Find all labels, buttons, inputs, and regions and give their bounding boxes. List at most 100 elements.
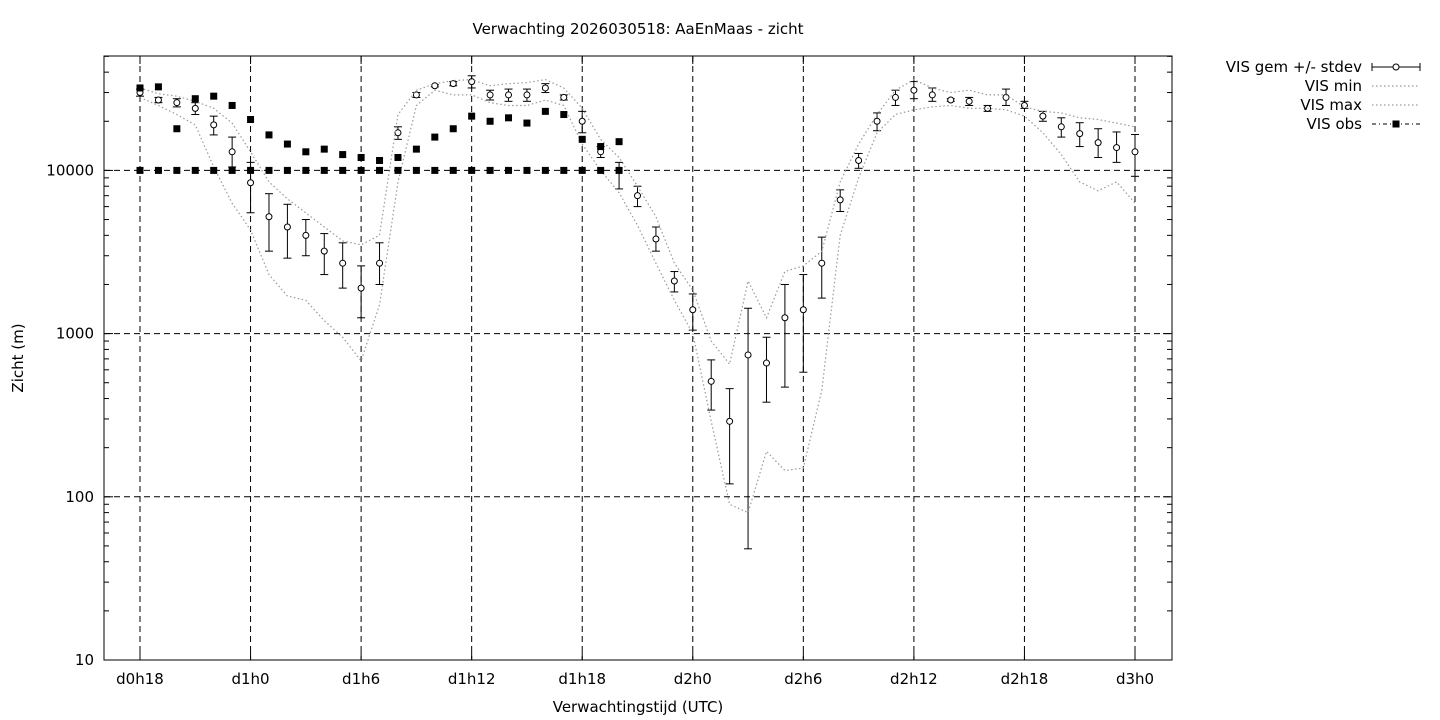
obs-point [578,135,586,143]
mean-point [449,80,457,88]
y-axis-label: Zicht (m) [9,323,27,392]
mean-point [302,231,310,239]
mean-point [855,156,863,164]
obs-point [247,166,255,174]
obs-point [339,151,347,159]
x-tick-label: d1h12 [448,670,496,688]
obs-point [357,166,365,174]
obs-point [468,166,476,174]
mean-point [173,99,181,107]
mean-point [1057,123,1065,131]
obs-point [560,166,568,174]
obs-point [541,166,549,174]
mean-point [210,121,218,129]
obs-point [247,116,255,124]
series-line-vis-max [139,78,1136,366]
obs-point [431,133,439,141]
mean-point [744,351,752,359]
mean-point [965,97,973,105]
mean-point [726,417,734,425]
mean-point [1020,101,1028,109]
mean-point [357,284,365,292]
mean-point [1039,112,1047,120]
obs-point [228,166,236,174]
obs-point [136,166,144,174]
mean-point [560,93,568,101]
obs-point [173,166,181,174]
obs-point [302,166,310,174]
mean-point [634,192,641,200]
obs-point [339,166,347,174]
obs-point [615,138,623,146]
mean-point [910,86,918,94]
legend-swatch-marker [1392,63,1400,71]
obs-point [210,92,218,100]
obs-point [541,107,549,115]
mean-point [1094,139,1102,147]
mean-point [191,104,199,112]
obs-point [283,166,291,174]
mean-point [873,117,881,125]
obs-point [191,166,199,174]
x-axis-label: Verwachtingstijd (UTC) [553,698,724,716]
obs-point [486,166,494,174]
obs-point [376,156,384,164]
x-tick-label: d3h0 [1116,670,1154,688]
obs-point [523,166,531,174]
obs-point [376,166,384,174]
obs-point [191,95,199,103]
x-tick-label: d2h0 [674,670,712,688]
obs-point [357,153,365,161]
x-tick-label: d2h6 [784,670,822,688]
obs-point [154,83,162,91]
mean-point [1131,148,1139,156]
obs-point [394,166,402,174]
obs-point [210,166,218,174]
mean-point [928,91,936,99]
obs-point [394,153,402,161]
y-tick-label: 100 [65,488,94,506]
mean-point [891,93,899,101]
x-tick-label: d1h6 [342,670,380,688]
legend-label: VIS min [1305,77,1362,95]
mean-point [228,148,236,156]
mean-point [799,306,807,314]
obs-point [597,143,605,151]
obs-point [449,125,457,133]
obs-point [173,125,181,133]
x-tick-label: d2h18 [1001,670,1049,688]
mean-point [431,82,439,90]
mean-point [247,179,255,187]
obs-point [578,166,586,174]
legend-label: VIS obs [1307,115,1363,133]
obs-point [560,111,568,119]
mean-point [689,306,697,314]
mean-point [376,259,384,267]
obs-point [265,131,273,139]
y-tick-label: 10000 [46,161,94,179]
mean-point [412,91,420,99]
plot-frame [103,55,1173,661]
mean-point [1076,130,1084,138]
obs-point [505,166,513,174]
x-tick-label: d0h18 [116,670,164,688]
legend-label: VIS gem +/- stdev [1226,58,1362,76]
mean-point [670,277,678,285]
obs-point [283,140,291,148]
obs-point [615,166,623,174]
obs-point [597,166,605,174]
mean-point [707,377,715,385]
mean-point [523,91,531,99]
legend-label: VIS max [1300,96,1362,114]
mean-point [394,129,402,137]
obs-point [505,114,513,122]
mean-point [339,259,347,267]
mean-point [541,84,549,92]
mean-point [818,259,826,267]
obs-point [449,166,457,174]
x-tick-label: d1h0 [231,670,269,688]
obs-point [486,117,494,125]
obs-point [523,119,531,127]
